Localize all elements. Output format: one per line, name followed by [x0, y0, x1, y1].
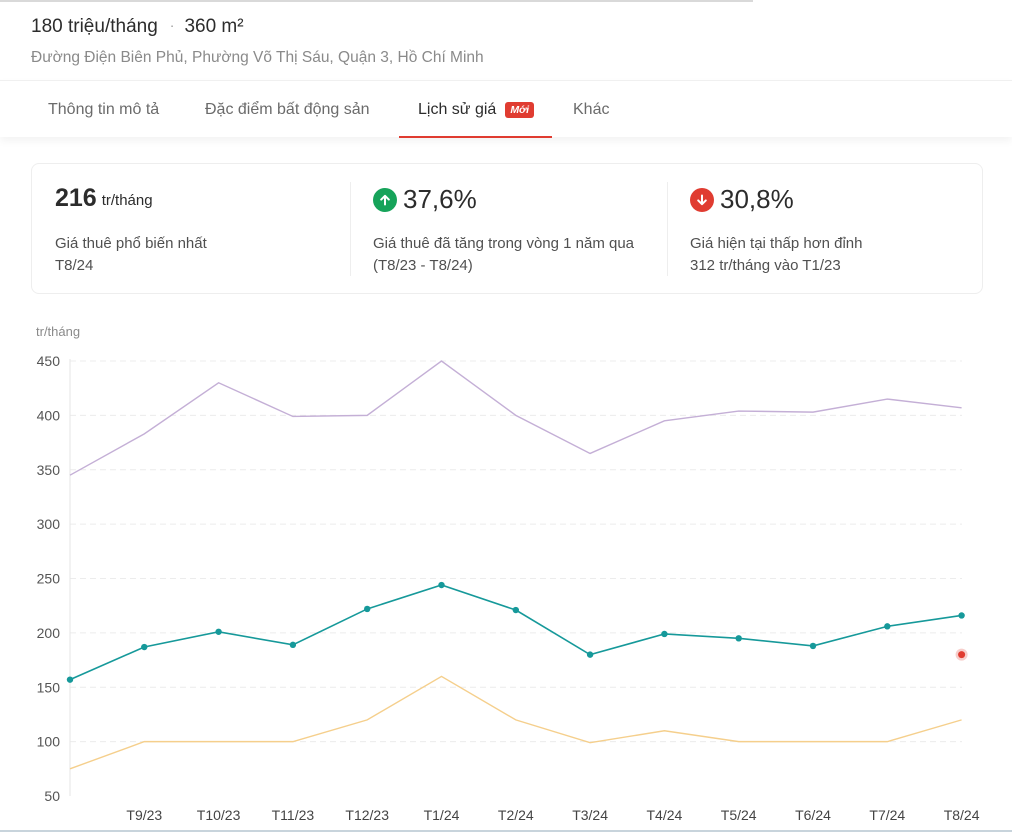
data-point	[141, 643, 148, 651]
price-stats-card: 216 tr/tháng Giá thuê phổ biến nhất T8/2…	[31, 163, 983, 294]
tabs-bar: Thông tin mô tả Đặc điểm bất động sản Lị…	[0, 80, 1012, 138]
data-point	[661, 630, 668, 638]
x-tick-label: T9/23	[126, 807, 162, 823]
data-point	[958, 612, 965, 619]
series-min-line	[69, 675, 962, 770]
data-point	[735, 635, 742, 642]
tab-label: Thông tin mô tả	[48, 100, 160, 118]
chart-canvas: tr/tháng 50 100 150 200 250 300 350 400 450 T9/23 T…	[36, 324, 980, 823]
tab-property-features[interactable]: Đặc điểm bất động sản	[205, 81, 370, 138]
stat-value-row: 216 tr/tháng	[55, 184, 153, 213]
arrow-down-icon	[690, 187, 714, 212]
bottom-divider	[0, 830, 1012, 832]
tab-other[interactable]: Khác	[573, 81, 609, 138]
y-tick-label: 200	[37, 625, 61, 641]
x-tick-label: T7/24	[869, 807, 905, 823]
series-common-line	[69, 584, 962, 681]
y-tick-label: 300	[37, 516, 61, 532]
stat-description: Giá hiện tại thấp hơn đỉnh 312 tr/tháng …	[690, 235, 863, 274]
data-point	[884, 623, 891, 630]
stat-divider	[667, 182, 668, 276]
x-tick-label: T3/24	[572, 807, 608, 823]
y-tick-label: 450	[37, 353, 61, 369]
stat-value-row: 30,8%	[690, 184, 794, 215]
price-row: 180 triệu/tháng · 360 m²	[31, 16, 991, 42]
x-tick-label: T8/24	[944, 807, 980, 823]
price-history-chart: tr/tháng 50 100 150 200 250 300 350 400 450 T9/23 T…	[0, 310, 1012, 832]
tab-label: Lịch sử giá	[418, 100, 497, 118]
stat-unit: tr/tháng	[101, 192, 153, 209]
current-listing-point	[958, 651, 966, 659]
stat-value: 216	[55, 184, 97, 212]
data-point	[289, 641, 297, 649]
x-tick-label: T11/23	[272, 807, 315, 823]
top-divider	[0, 0, 753, 2]
y-tick-label: 400	[37, 407, 61, 423]
arrow-up-icon	[373, 187, 397, 212]
listing-header: 180 triệu/tháng · 360 m² Đường Điện Biên…	[31, 16, 991, 67]
data-point	[512, 606, 519, 614]
x-tick-label: T10/23	[197, 807, 241, 823]
x-tick-label: T2/24	[498, 807, 534, 823]
data-point	[215, 628, 222, 635]
tab-description[interactable]: Thông tin mô tả	[48, 81, 159, 138]
tab-label: Khác	[573, 100, 610, 118]
new-badge: Mới	[505, 101, 535, 118]
stat-value: 37,6%	[403, 184, 477, 214]
listing-address: Đường Điện Biên Phủ, Phường Võ Thị Sáu, …	[31, 49, 484, 66]
x-tick-label: T6/24	[795, 807, 831, 823]
y-tick-label: 50	[44, 788, 60, 804]
x-tick-label: T4/24	[646, 807, 682, 823]
data-point	[586, 651, 594, 658]
x-tick-label: T1/24	[424, 807, 460, 823]
stat-value-row: 37,6%	[373, 184, 477, 215]
data-point	[364, 605, 371, 613]
y-axis-label: tr/tháng	[36, 324, 80, 339]
x-tick-label: T5/24	[721, 807, 757, 823]
listing-area: 360 m²	[184, 16, 244, 37]
stat-description: Giá thuê phổ biến nhất T8/24	[55, 235, 207, 274]
x-tick-label: T12/23	[345, 807, 389, 823]
y-tick-label: 350	[37, 462, 61, 478]
stat-value: 30,8%	[720, 184, 794, 214]
stat-divider	[350, 182, 351, 276]
y-tick-label: 250	[37, 571, 61, 587]
data-point	[66, 676, 74, 683]
data-point	[809, 642, 817, 650]
tab-price-history[interactable]: Lịch sử giá Mới	[398, 81, 553, 138]
tab-label: Đặc điểm bất động sản	[205, 100, 370, 118]
stat-description: Giá thuê đã tăng trong vòng 1 năm qua (T…	[373, 235, 635, 274]
y-tick-label: 100	[37, 734, 61, 750]
listing-price: 180 triệu/tháng	[31, 16, 158, 37]
separator-dot: ·	[169, 17, 175, 33]
data-point	[438, 581, 445, 589]
series-max-line	[69, 360, 962, 476]
y-tick-label: 150	[37, 679, 61, 695]
